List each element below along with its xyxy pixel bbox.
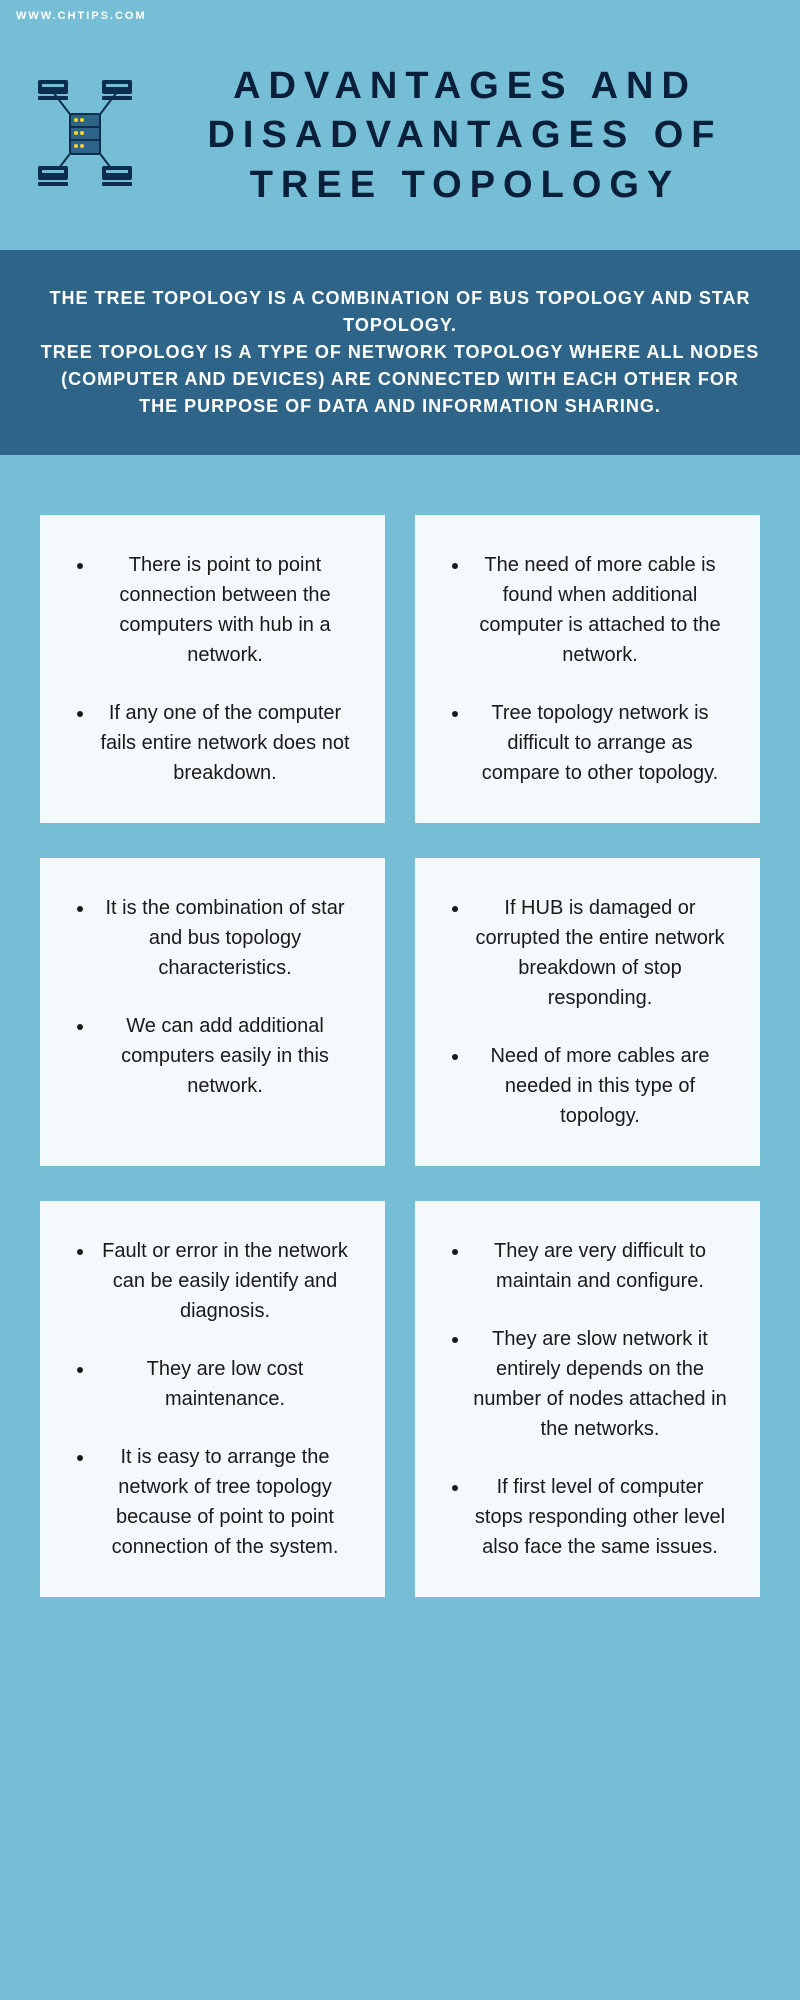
list-item: The need of more cable is found when add… bbox=[470, 550, 730, 670]
list-item: They are slow network it entirely depend… bbox=[470, 1324, 730, 1444]
advantages-card-1: There is point to point connection betwe… bbox=[40, 515, 385, 823]
intro-text: THE TREE TOPOLOGY IS A COMBINATION OF BU… bbox=[40, 285, 760, 420]
list-item: There is point to point connection betwe… bbox=[95, 550, 355, 670]
list-item: It is the combination of star and bus to… bbox=[95, 893, 355, 983]
list-item: Need of more cables are needed in this t… bbox=[470, 1041, 730, 1131]
page-title: ADVANTAGES AND DISADVANTAGES OF TREE TOP… bbox=[160, 62, 770, 210]
disadvantages-card-3: They are very difficult to maintain and … bbox=[415, 1201, 760, 1597]
disadvantages-card-1: The need of more cable is found when add… bbox=[415, 515, 760, 823]
disadvantages-card-2: If HUB is damaged or corrupted the entir… bbox=[415, 858, 760, 1166]
card-row-3: Fault or error in the network can be eas… bbox=[40, 1201, 760, 1597]
list-item: They are very difficult to maintain and … bbox=[470, 1236, 730, 1296]
network-topology-icon bbox=[30, 74, 140, 199]
list-item: Fault or error in the network can be eas… bbox=[95, 1236, 355, 1326]
url-bar: WWW.CHTIPS.COM bbox=[0, 0, 800, 32]
cards-area: There is point to point connection betwe… bbox=[0, 455, 800, 1682]
header: ADVANTAGES AND DISADVANTAGES OF TREE TOP… bbox=[0, 32, 800, 250]
card-row-2: It is the combination of star and bus to… bbox=[40, 858, 760, 1166]
list-item: It is easy to arrange the network of tre… bbox=[95, 1442, 355, 1562]
advantages-card-3: Fault or error in the network can be eas… bbox=[40, 1201, 385, 1597]
list-item: If HUB is damaged or corrupted the entir… bbox=[470, 893, 730, 1013]
advantages-card-2: It is the combination of star and bus to… bbox=[40, 858, 385, 1166]
list-item: They are low cost maintenance. bbox=[95, 1354, 355, 1414]
card-row-1: There is point to point connection betwe… bbox=[40, 515, 760, 823]
intro-band: THE TREE TOPOLOGY IS A COMBINATION OF BU… bbox=[0, 250, 800, 455]
list-item: Tree topology network is difficult to ar… bbox=[470, 698, 730, 788]
list-item: If any one of the computer fails entire … bbox=[95, 698, 355, 788]
list-item: If first level of computer stops respond… bbox=[470, 1472, 730, 1562]
list-item: We can add additional computers easily i… bbox=[95, 1011, 355, 1101]
